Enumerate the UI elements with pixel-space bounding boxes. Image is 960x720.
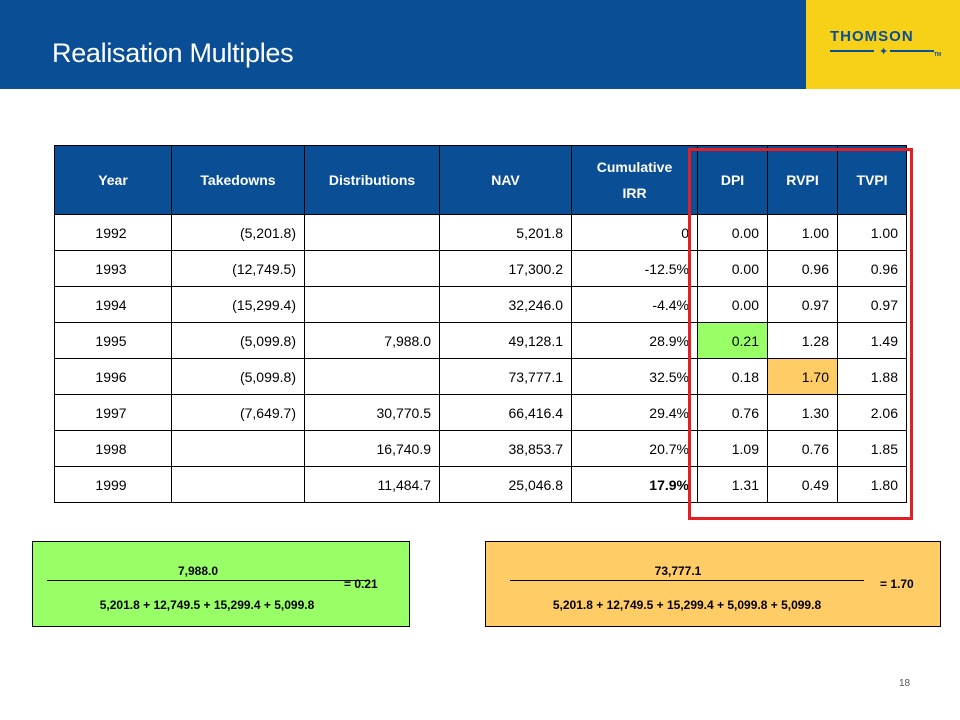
takedowns-cell <box>171 430 305 467</box>
column-header-takedowns: Takedowns <box>171 145 305 215</box>
dpi-result: = 0.21 <box>344 577 378 591</box>
dpi-cell: 0.18 <box>697 358 768 395</box>
brand-panel <box>806 0 960 89</box>
distributions-cell <box>304 286 440 323</box>
rvpi-cell-highlighted: 1.70 <box>767 358 838 395</box>
takedowns-cell <box>171 466 305 503</box>
page-number: 18 <box>899 678 911 689</box>
takedowns-cell: (7,649.7) <box>171 394 305 431</box>
table-row: 1997 (7,649.7) 30,770.5 66,416.4 29.4% 0… <box>54 394 907 431</box>
star-icon: ✦ <box>879 46 889 58</box>
nav-cell: 32,246.0 <box>439 286 572 323</box>
distributions-cell: 11,484.7 <box>304 466 440 503</box>
takedowns-cell: (5,099.8) <box>171 322 305 359</box>
rvpi-cell: 1.30 <box>767 394 838 431</box>
rvpi-cell: 1.00 <box>767 214 838 251</box>
year-cell: 1999 <box>54 466 172 503</box>
table-row: 1993 (12,749.5) 17,300.2 -12.5% 0.00 0.9… <box>54 250 907 287</box>
nav-cell: 5,201.8 <box>439 214 572 251</box>
rvpi-cell: 0.49 <box>767 466 838 503</box>
irr-cell: 0 <box>571 214 698 251</box>
year-cell: 1993 <box>54 250 172 287</box>
irr-cell: 20.7% <box>571 430 698 467</box>
irr-cell: -12.5% <box>571 250 698 287</box>
dpi-cell: 0.76 <box>697 394 768 431</box>
year-cell: 1994 <box>54 286 172 323</box>
distributions-cell <box>304 250 440 287</box>
dpi-numerator: 7,988.0 <box>177 564 219 578</box>
column-header-distributions: Distributions <box>304 145 440 215</box>
tvpi-cell: 1.49 <box>837 322 907 359</box>
dpi-cell: 1.31 <box>697 466 768 503</box>
distributions-cell <box>304 214 440 251</box>
dpi-denominator: 5,201.8 + 12,749.5 + 15,299.4 + 5,099.8 <box>99 598 315 612</box>
nav-cell: 17,300.2 <box>439 250 572 287</box>
rvpi-numerator: 73,777.1 <box>654 564 702 578</box>
distributions-cell: 7,988.0 <box>304 322 440 359</box>
year-cell: 1997 <box>54 394 172 431</box>
tvpi-cell: 1.88 <box>837 358 907 395</box>
realisation-table: Year Takedowns Distributions NAV Cumulat… <box>54 145 907 503</box>
table-header-row: Year Takedowns Distributions NAV Cumulat… <box>54 145 907 215</box>
table-row: 1996 (5,099.8) 73,777.1 32.5% 0.18 1.70 … <box>54 358 907 395</box>
header-bar: Realisation Multiples <box>0 0 806 89</box>
dpi-calculation-box: 7,988.0 5,201.8 + 12,749.5 + 15,299.4 + … <box>32 541 410 627</box>
takedowns-cell: (12,749.5) <box>171 250 305 287</box>
tvpi-cell: 2.06 <box>837 394 907 431</box>
nav-cell: 66,416.4 <box>439 394 572 431</box>
table-row: 1994 (15,299.4) 32,246.0 -4.4% 0.00 0.97… <box>54 286 907 323</box>
tvpi-cell: 0.96 <box>837 250 907 287</box>
dpi-cell: 0.00 <box>697 250 768 287</box>
nav-cell: 49,128.1 <box>439 322 572 359</box>
distributions-cell: 16,740.9 <box>304 430 440 467</box>
table-row: 1998 16,740.9 38,853.7 20.7% 1.09 0.76 1… <box>54 430 907 467</box>
irr-cell: -4.4% <box>571 286 698 323</box>
logo-line-left <box>830 50 874 52</box>
page-title: Realisation Multiples <box>52 38 294 68</box>
nav-cell: 73,777.1 <box>439 358 572 395</box>
tvpi-cell: 1.00 <box>837 214 907 251</box>
distributions-cell: 30,770.5 <box>304 394 440 431</box>
tvpi-cell: 0.97 <box>837 286 907 323</box>
year-cell: 1998 <box>54 430 172 467</box>
rvpi-fraction-line <box>510 580 864 581</box>
distributions-cell <box>304 358 440 395</box>
tvpi-cell: 1.80 <box>837 466 907 503</box>
table-row: 1995 (5,099.8) 7,988.0 49,128.1 28.9% 0.… <box>54 322 907 359</box>
year-cell: 1992 <box>54 214 172 251</box>
nav-cell: 25,046.8 <box>439 466 572 503</box>
rvpi-cell: 0.96 <box>767 250 838 287</box>
takedowns-cell: (15,299.4) <box>171 286 305 323</box>
column-header-rvpi: RVPI <box>767 145 838 215</box>
column-header-irr: Cumulative IRR <box>571 145 698 215</box>
trademark-mark: TM <box>934 52 942 58</box>
column-header-nav: NAV <box>439 145 572 215</box>
logo-text: THOMSON <box>830 28 914 45</box>
rvpi-denominator: 5,201.8 + 12,749.5 + 15,299.4 + 5,099.8 … <box>552 598 822 612</box>
dpi-fraction-line <box>47 580 367 581</box>
rvpi-result: = 1.70 <box>880 577 914 591</box>
irr-cell: 28.9% <box>571 322 698 359</box>
column-header-dpi: DPI <box>697 145 768 215</box>
rvpi-cell: 0.76 <box>767 430 838 467</box>
rvpi-cell: 0.97 <box>767 286 838 323</box>
logo-line-right <box>890 50 934 52</box>
nav-cell: 38,853.7 <box>439 430 572 467</box>
rvpi-calculation-box: 73,777.1 5,201.8 + 12,749.5 + 15,299.4 +… <box>485 541 941 627</box>
irr-cell: 17.9% <box>571 466 698 503</box>
takedowns-cell: (5,201.8) <box>171 214 305 251</box>
year-cell: 1996 <box>54 358 172 395</box>
takedowns-cell: (5,099.8) <box>171 358 305 395</box>
irr-cell: 32.5% <box>571 358 698 395</box>
year-cell: 1995 <box>54 322 172 359</box>
table-row: 1999 11,484.7 25,046.8 17.9% 1.31 0.49 1… <box>54 466 907 503</box>
column-header-year: Year <box>54 145 172 215</box>
multiples-highlight-box <box>688 148 913 520</box>
irr-cell: 29.4% <box>571 394 698 431</box>
column-header-tvpi: TVPI <box>837 145 907 215</box>
